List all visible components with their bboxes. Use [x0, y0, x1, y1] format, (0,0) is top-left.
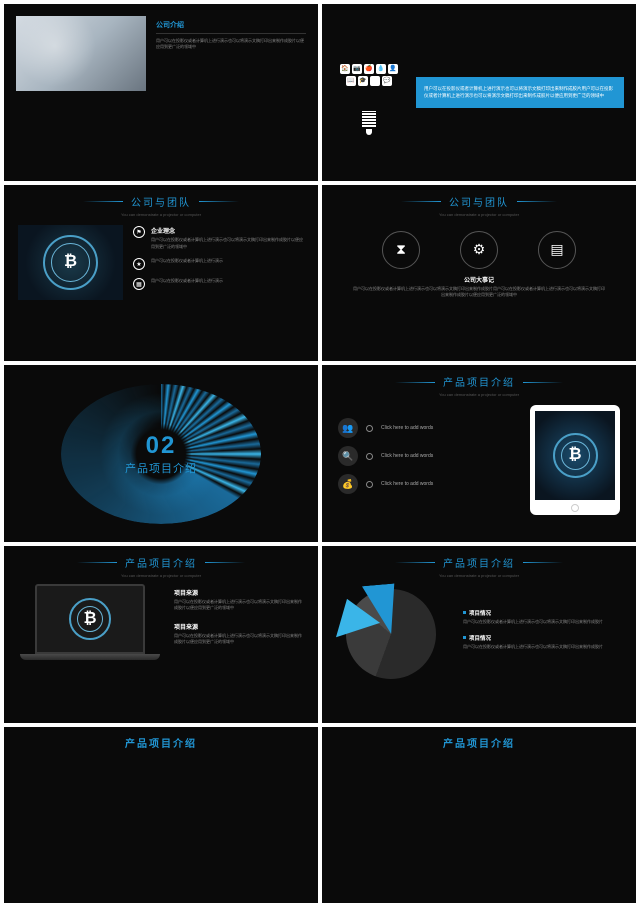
radial-burst: 02 产品项目介绍 — [61, 384, 261, 524]
slide-5-section: 02 产品项目介绍 — [4, 365, 318, 542]
slide-title: 公司与团队 — [449, 194, 509, 209]
text-box: 用户可以在投影仪或者计算机上进行演示也可以将演示文稿打印出来制作成胶片用户可以在… — [416, 77, 624, 108]
gear-icon: ⚙ — [460, 231, 498, 269]
slide-title: 产品项目介绍 — [443, 555, 515, 570]
photo-placeholder — [16, 16, 146, 91]
slide-2: 🏠📷🍎💧👤📖🎓⚙💬 用户可以在投影仪或者计算机上进行演示也可以将演示文稿打印出来… — [322, 4, 636, 181]
grid-icon: ▦ — [133, 278, 145, 290]
slide-9-partial: 产品项目介绍 — [4, 727, 318, 904]
section-number: 02 — [125, 432, 197, 460]
slide-grid: 公司介绍 用户可以在投影仪或者计算机上进行演示也可以将演示文稿打印出来制作成胶片… — [0, 0, 640, 907]
slide-3: 公司与团队You can demonstrate a projector or … — [4, 185, 318, 362]
slide-8: 产品项目介绍You can demonstrate a projector or… — [322, 546, 636, 723]
slide-7: 产品项目介绍You can demonstrate a projector or… — [4, 546, 318, 723]
flag-icon: ⚑ — [133, 226, 145, 238]
tablet-mockup — [530, 405, 620, 515]
slide-title: 产品项目介绍 — [443, 374, 515, 389]
tech-image — [18, 225, 123, 300]
body-text: 用户可以在投影仪或者计算机上进行演示也可以将演示文稿打印出来制作成胶片以便应用到… — [156, 38, 306, 51]
star-icon: ★ — [133, 258, 145, 270]
search-icon: 🔍 — [338, 446, 358, 466]
slide-10-partial: 产品项目介绍 — [322, 727, 636, 904]
slide-title: 公司与团队 — [131, 194, 191, 209]
laptop-mockup — [20, 584, 160, 660]
book-icon: ▤ — [538, 231, 576, 269]
hourglass-icon: ⧗ — [382, 231, 420, 269]
slide-6: 产品项目介绍You can demonstrate a projector or… — [322, 365, 636, 542]
slide-4: 公司与团队You can demonstrate a projector or … — [322, 185, 636, 362]
money-icon: 💰 — [338, 474, 358, 494]
slide-heading: 公司介绍 — [156, 20, 306, 34]
slide-1: 公司介绍 用户可以在投影仪或者计算机上进行演示也可以将演示文稿打印出来制作成胶片… — [4, 4, 318, 181]
people-icon: 👥 — [338, 418, 358, 438]
lightbulb-icon: 🏠📷🍎💧👤📖🎓⚙💬 — [334, 50, 404, 135]
section-label: 产品项目介绍 — [125, 460, 197, 476]
slide-title: 产品项目介绍 — [125, 555, 197, 570]
pie-chart — [336, 584, 451, 684]
